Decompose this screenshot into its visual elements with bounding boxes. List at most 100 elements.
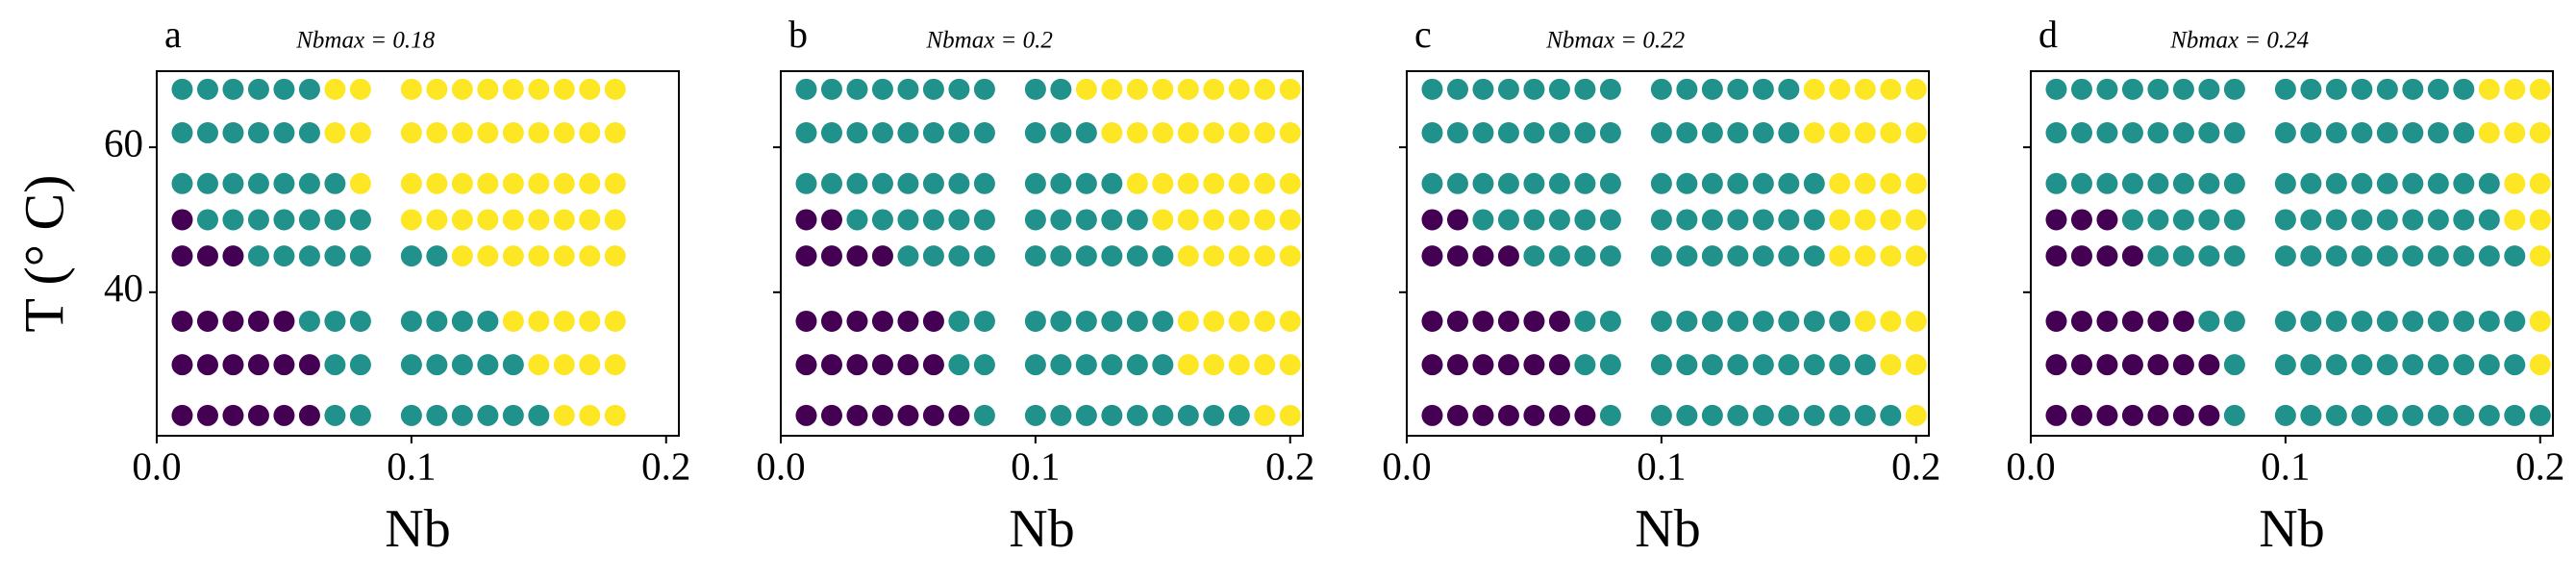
x-tick-label: 0.1 <box>1011 443 1060 488</box>
dot <box>1548 310 1570 332</box>
dot <box>2172 122 2194 144</box>
dot <box>948 310 970 332</box>
dot <box>1599 310 1621 332</box>
dot <box>451 245 473 267</box>
dot <box>2096 310 2118 332</box>
dot <box>1676 310 1698 332</box>
dot <box>1854 404 1876 426</box>
dot <box>324 122 346 144</box>
dot <box>1548 245 1570 267</box>
dot <box>871 310 893 332</box>
dot <box>528 310 550 332</box>
dot <box>579 245 601 267</box>
dot <box>2478 310 2500 332</box>
dot <box>477 122 499 144</box>
dot <box>2198 310 2220 332</box>
dot <box>1126 245 1148 267</box>
dot <box>2376 245 2398 267</box>
dot <box>1152 310 1174 332</box>
dot <box>1803 245 1825 267</box>
dot <box>795 122 817 144</box>
dot <box>795 245 817 267</box>
dot <box>2402 78 2424 100</box>
dot <box>1203 245 1225 267</box>
dot <box>1548 122 1570 144</box>
dot <box>1650 209 1672 231</box>
dot <box>1727 354 1749 376</box>
dot <box>2045 310 2067 332</box>
dot <box>1548 209 1570 231</box>
dot <box>795 404 817 426</box>
dot <box>1177 310 1199 332</box>
dot <box>2351 209 2373 231</box>
dot <box>579 209 601 231</box>
dot <box>1472 245 1494 267</box>
dot <box>1803 209 1825 231</box>
dot <box>1854 172 1876 194</box>
dot <box>247 404 269 426</box>
dot <box>897 310 919 332</box>
dot <box>1727 245 1749 267</box>
dot <box>171 354 193 376</box>
dot <box>2504 245 2526 267</box>
dot <box>579 404 601 426</box>
dot <box>2478 245 2500 267</box>
dot <box>973 310 995 332</box>
dot <box>1279 122 1301 144</box>
dot <box>400 245 422 267</box>
dot <box>1905 122 1927 144</box>
dot <box>2223 245 2245 267</box>
dot <box>922 209 944 231</box>
dot <box>247 209 269 231</box>
dot <box>973 404 995 426</box>
dot <box>1880 404 1902 426</box>
dot <box>1228 310 1250 332</box>
dot <box>871 404 893 426</box>
dot <box>426 404 448 426</box>
dot <box>1676 354 1698 376</box>
dot <box>897 404 919 426</box>
dot <box>426 354 448 376</box>
dot <box>1727 209 1749 231</box>
dot <box>2147 404 2169 426</box>
dot <box>451 122 473 144</box>
dot <box>1101 78 1123 100</box>
dot <box>553 404 575 426</box>
dot <box>1101 354 1123 376</box>
dot <box>2121 209 2143 231</box>
dot <box>222 78 244 100</box>
dot <box>2529 122 2551 144</box>
dot <box>973 122 995 144</box>
dot <box>973 209 995 231</box>
dot <box>604 209 626 231</box>
dot <box>2376 354 2398 376</box>
dot <box>2376 78 2398 100</box>
dot <box>1650 172 1672 194</box>
dot <box>502 122 524 144</box>
dot <box>2402 172 2424 194</box>
dot <box>1472 122 1494 144</box>
dot <box>2427 354 2449 376</box>
dot <box>1177 404 1199 426</box>
dot <box>553 245 575 267</box>
dot <box>273 172 295 194</box>
panel-label: a <box>164 13 182 56</box>
dot <box>2070 354 2092 376</box>
dot <box>2529 245 2551 267</box>
dot <box>2070 172 2092 194</box>
dot <box>2453 122 2475 144</box>
dot <box>579 354 601 376</box>
dot <box>1228 245 1250 267</box>
axes-frame <box>156 70 680 437</box>
dot <box>222 172 244 194</box>
dot <box>1676 78 1698 100</box>
dot <box>1421 245 1443 267</box>
dot <box>1523 245 1545 267</box>
dot <box>871 122 893 144</box>
dot <box>1279 310 1301 332</box>
dot <box>324 310 346 332</box>
dot <box>820 122 842 144</box>
dot <box>973 354 995 376</box>
dot <box>2147 354 2169 376</box>
dot <box>1778 310 1800 332</box>
